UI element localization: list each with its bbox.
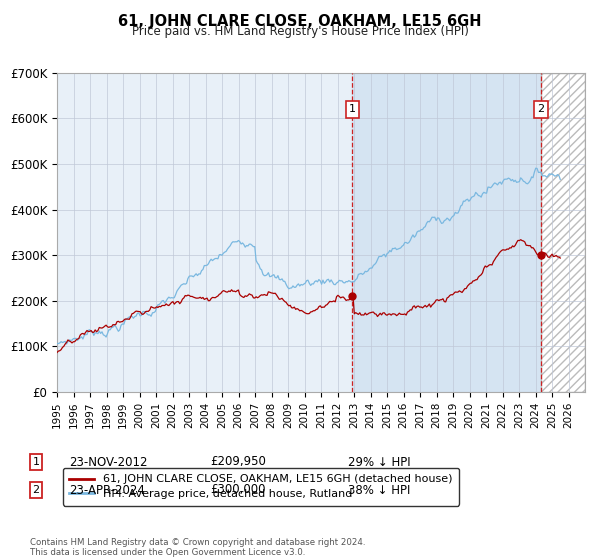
Text: 38% ↓ HPI: 38% ↓ HPI [348,483,410,497]
Text: 2: 2 [537,104,544,114]
Text: £300,000: £300,000 [210,483,265,497]
Text: 1: 1 [349,104,356,114]
Text: 2: 2 [32,485,40,495]
Legend: 61, JOHN CLARE CLOSE, OAKHAM, LE15 6GH (detached house), HPI: Average price, det: 61, JOHN CLARE CLOSE, OAKHAM, LE15 6GH (… [62,468,459,506]
Text: £209,950: £209,950 [210,455,266,469]
Text: Price paid vs. HM Land Registry's House Price Index (HPI): Price paid vs. HM Land Registry's House … [131,25,469,38]
Text: 29% ↓ HPI: 29% ↓ HPI [348,455,410,469]
Text: 23-APR-2024: 23-APR-2024 [69,483,145,497]
Text: 61, JOHN CLARE CLOSE, OAKHAM, LE15 6GH: 61, JOHN CLARE CLOSE, OAKHAM, LE15 6GH [118,14,482,29]
Bar [541,73,585,392]
Bar [352,73,541,392]
Text: 23-NOV-2012: 23-NOV-2012 [69,455,148,469]
Text: 1: 1 [32,457,40,467]
Text: Contains HM Land Registry data © Crown copyright and database right 2024.
This d: Contains HM Land Registry data © Crown c… [30,538,365,557]
